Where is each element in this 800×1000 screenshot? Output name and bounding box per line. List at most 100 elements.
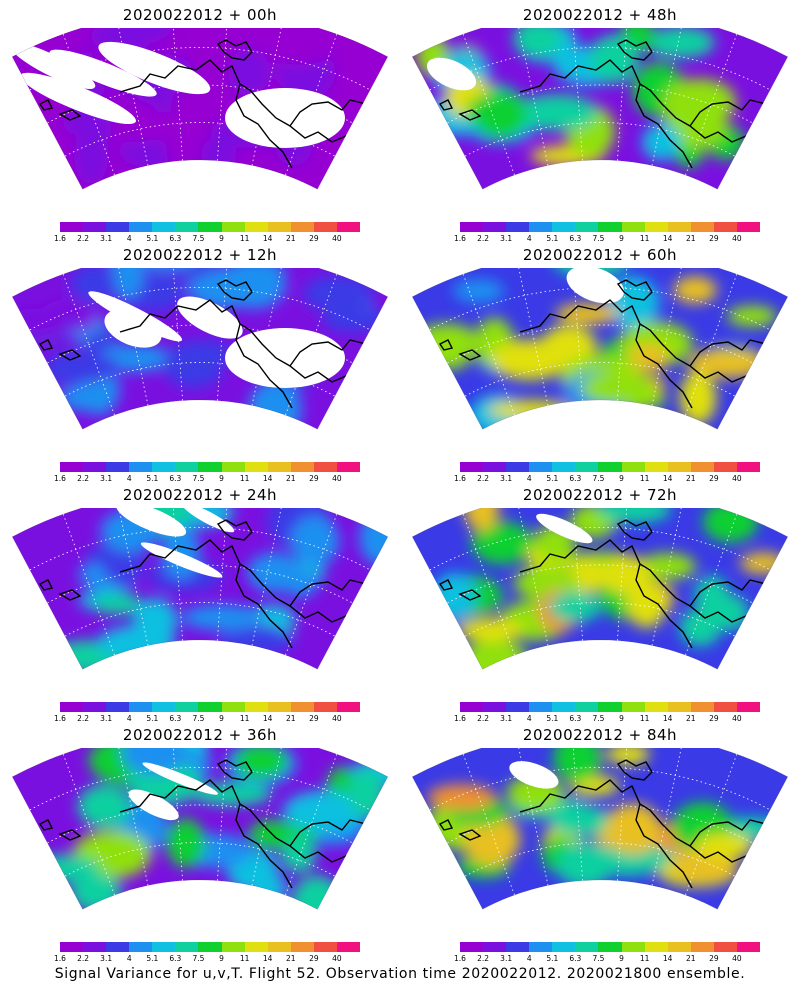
- graticule-arc: [47, 564, 353, 604]
- colorbar-swatch: [244, 222, 268, 232]
- colorbar-tick-label: 21: [285, 954, 296, 963]
- colorbar-swatch: [336, 702, 361, 712]
- colorbar-swatch: [483, 702, 507, 712]
- colorbar-labels: 1.6 2.2 3.1 4 5.1 6.3 7.5 9 11 14 21 29 40: [54, 474, 360, 484]
- low-variance-region: [536, 513, 593, 544]
- low-variance-region: [566, 268, 625, 304]
- colorbar-swatch: [575, 702, 599, 712]
- colorbar-swatch: [713, 462, 737, 472]
- colorbar-swatch: [598, 462, 622, 472]
- variance-blob: [556, 841, 614, 888]
- panel-title: 2020022012 + 60h: [522, 246, 678, 264]
- colorbar-swatch: [313, 702, 337, 712]
- colorbar-swatch: [460, 942, 484, 952]
- forecast-panel: 2020022012 + 48h 1.6 2.2 3.1 4 5.1 6.3 7.5 9 11 14…: [400, 0, 800, 243]
- figure-caption: Signal Variance for u,v,T. Flight 52. Ob…: [54, 966, 746, 982]
- variance-blob: [727, 305, 778, 327]
- colorbar-tick-label: 29: [309, 474, 319, 483]
- colorbar-tick-label: 5.1: [546, 234, 559, 243]
- colorbar-swatch: [621, 942, 645, 952]
- variance-blob: [92, 594, 143, 615]
- variance-map: [11, 268, 389, 430]
- colorbar-tick-label: 3.1: [500, 234, 513, 243]
- colorbar-tick-label: 1.6: [454, 234, 466, 243]
- colorbar-tick-label: 2.2: [77, 234, 90, 243]
- variance-blob: [291, 875, 343, 910]
- colorbar-tick-label: 7.5: [592, 954, 605, 963]
- low-variance-region: [177, 296, 243, 339]
- variance-blob: [283, 790, 366, 832]
- forecast-panel: 2020022012 + 24h 1.6 2.2 3.1 4 5.1 6.3 7.5 9 11 14…: [0, 480, 400, 723]
- colorbar-swatch: [552, 222, 576, 232]
- variance-blob: [109, 268, 144, 300]
- colorbar-tick-label: 14: [262, 234, 273, 243]
- colorbar-tick-label: 7.5: [592, 714, 605, 723]
- colorbar-swatch: [621, 462, 645, 472]
- variance-blob: [74, 128, 109, 185]
- colorbar-tick-label: 2.2: [77, 954, 90, 963]
- colorbar-tick-label: 11: [239, 474, 250, 483]
- variance-blob: [192, 782, 272, 806]
- colorbar-swatch: [598, 942, 622, 952]
- colorbar-tick-label: 11: [239, 954, 250, 963]
- variance-blob: [646, 28, 715, 59]
- colorbar-swatch: [313, 462, 337, 472]
- colorbar-swatch: [483, 462, 507, 472]
- colorbar-tick-label: 7.5: [592, 234, 605, 243]
- variance-blob: [555, 303, 619, 325]
- colorbar-tick-label: 1.6: [454, 714, 466, 723]
- panel-title: 2020022012 + 12h: [122, 246, 278, 264]
- variance-blob: [120, 748, 188, 776]
- colorbar-swatch: [290, 702, 314, 712]
- colorbar-swatch: [552, 942, 576, 952]
- variance-map: [11, 28, 389, 190]
- colorbar-tick-label: 11: [639, 714, 650, 723]
- colorbar-labels: 1.6 2.2 3.1 4 5.1 6.3 7.5 9 11 14 21 29 40: [54, 954, 360, 964]
- forecast-panel: 2020022012 + 72h 1.6 2.2 3.1 4 5.1 6.3 7.5 9 11 14…: [400, 480, 800, 723]
- colorbar-tick-label: 2.2: [77, 714, 90, 723]
- panel-title: 2020022012 + 72h: [522, 486, 678, 504]
- colorbar-swatch: [60, 462, 84, 472]
- colorbar-swatch: [244, 462, 268, 472]
- colorbar-tick-label: 14: [262, 474, 273, 483]
- colorbar-swatch: [598, 222, 622, 232]
- forecast-panel: 2020022012 + 60h 1.6 2.2 3.1 4 5.1 6.3 7.5 9 11 14…: [400, 240, 800, 483]
- forecast-panel: 2020022012 + 36h 1.6 2.2 3.1 4 5.1 6.3 7.5 9 11 14…: [0, 720, 400, 963]
- colorbar-tick-label: 2.2: [477, 474, 490, 483]
- colorbar-tick-label: 40: [732, 474, 742, 483]
- variance-blob: [548, 591, 601, 623]
- colorbar-swatch: [290, 222, 314, 232]
- colorbar-tick-label: 3.1: [100, 474, 113, 483]
- variance-blob: [170, 340, 234, 367]
- colorbar-swatch: [690, 942, 714, 952]
- colorbar-tick-label: 40: [732, 234, 742, 243]
- variance-map: [411, 268, 789, 430]
- panel-title: 2020022012 + 00h: [122, 6, 278, 24]
- colorbar-labels: 1.6 2.2 3.1 4 5.1 6.3 7.5 9 11 14 21 29 40: [54, 714, 360, 724]
- colorbar-swatch: [575, 942, 599, 952]
- colorbar-tick-label: 14: [662, 954, 673, 963]
- graticule-arc: [447, 84, 753, 124]
- colorbar-labels: 1.6 2.2 3.1 4 5.1 6.3 7.5 9 11 14 21 29 40: [454, 474, 760, 484]
- map-border: [411, 268, 789, 430]
- colorbar-swatch: [690, 702, 714, 712]
- colorbar-swatch: [106, 462, 130, 472]
- colorbar-swatch: [129, 222, 153, 232]
- variance-blob: [471, 521, 534, 565]
- panel-title: 2020022012 + 84h: [522, 726, 678, 744]
- colorbar-swatch: [529, 942, 553, 952]
- low-variance-region: [12, 42, 96, 89]
- colorbar-swatch: [506, 222, 530, 232]
- colorbar-swatch: [106, 942, 130, 952]
- graticule-arc: [464, 362, 736, 397]
- colorbar-swatch: [198, 462, 222, 472]
- variance-map: [411, 508, 789, 670]
- colorbar-tick-label: 3.1: [500, 954, 513, 963]
- colorbar-swatch: [313, 942, 337, 952]
- colorbar-tick-label: 9: [619, 714, 624, 723]
- variance-blob: [246, 872, 287, 904]
- colorbar-tick-label: 7.5: [192, 234, 205, 243]
- graticule-arc: [64, 602, 336, 637]
- graticule-arc: [447, 804, 753, 844]
- colorbar-swatch: [198, 702, 222, 712]
